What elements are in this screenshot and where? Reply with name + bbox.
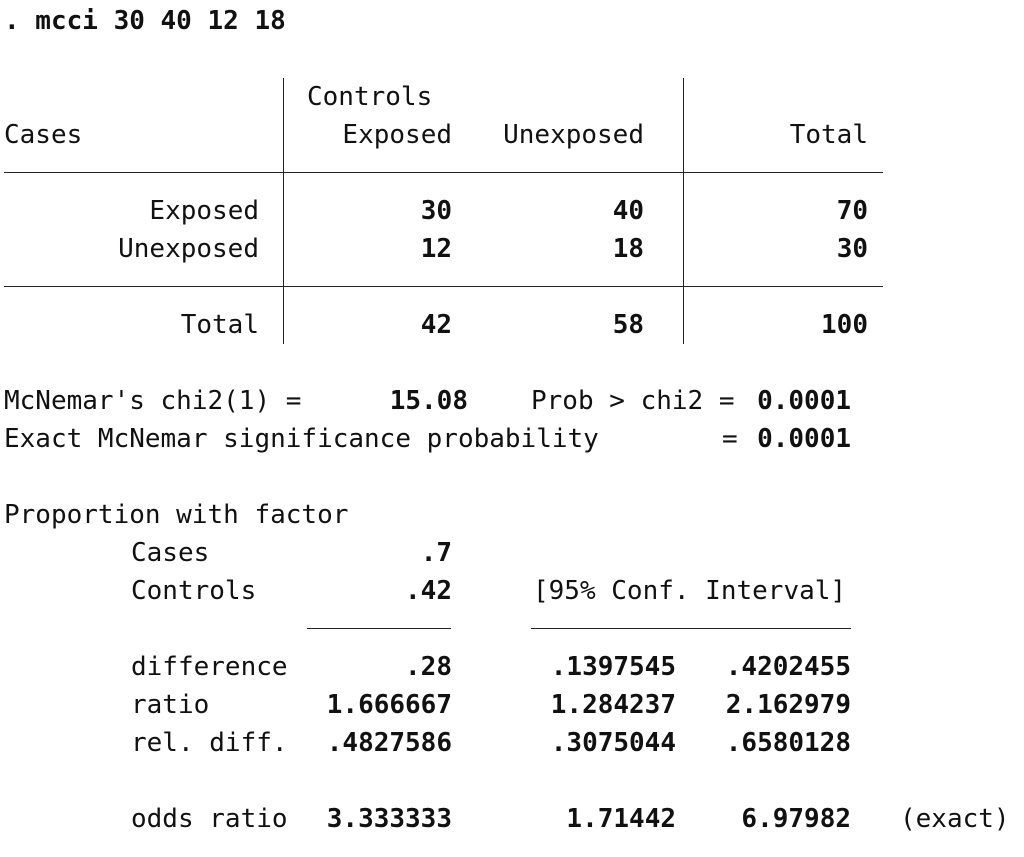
rel-diff-value: .4827586: [326, 728, 452, 758]
cell-unexposed-exposed: 12: [420, 234, 452, 264]
odds-ratio-upper: 6.97982: [741, 804, 851, 834]
row-unexposed-label: Unexposed: [118, 234, 259, 264]
row-total-label: Total: [180, 310, 259, 340]
table-header-rule: [4, 172, 883, 173]
col-total-header: Total: [789, 120, 868, 150]
ratio-upper: 2.162979: [725, 690, 851, 720]
cases-header: Cases: [4, 120, 83, 150]
mcnemar-prob-value: 0.0001: [757, 386, 851, 416]
cell-unexposed-unexposed: 18: [612, 234, 644, 264]
difference-label: difference: [131, 652, 288, 682]
mcnemar-prob-label: Prob > chi2 =: [531, 386, 735, 416]
difference-lower: .1397545: [550, 652, 676, 682]
cell-exposed-total: 70: [836, 196, 868, 226]
col-unexposed-header: Unexposed: [503, 120, 644, 150]
odds-ratio-label: odds ratio: [131, 804, 288, 834]
mcnemar-chi2-value: 15.08: [389, 386, 468, 416]
command-line: . mcci 30 40 12 18: [4, 6, 286, 36]
mcnemar-chi2-label: McNemar's chi2(1) =: [4, 386, 302, 416]
cell-exposed-exposed: 30: [420, 196, 452, 226]
proportion-controls-label: Controls: [131, 576, 257, 606]
table-total-rule: [4, 286, 883, 287]
controls-header: Controls: [307, 82, 433, 112]
odds-ratio-value: 3.333333: [326, 804, 452, 834]
proportion-controls-value: .42: [405, 576, 452, 606]
mcnemar-exact-label: Exact McNemar significance probability: [4, 424, 599, 454]
cell-unexposed-total: 30: [836, 234, 868, 264]
rel-diff-lower: .3075044: [550, 728, 676, 758]
odds-ratio-lower: 1.71442: [566, 804, 676, 834]
ratio-label: ratio: [131, 690, 210, 720]
ci-rule: [531, 628, 851, 629]
ratio-lower: 1.284237: [550, 690, 676, 720]
proportion-heading: Proportion with factor: [4, 500, 349, 530]
cell-total-total: 100: [821, 310, 868, 340]
mcnemar-exact-value: 0.0001: [757, 424, 851, 454]
difference-upper: .4202455: [725, 652, 851, 682]
table-divider-right: [683, 78, 684, 344]
mcnemar-exact-eq: =: [722, 424, 738, 454]
rel-diff-label: rel. diff.: [131, 728, 288, 758]
cell-total-unexposed: 58: [612, 310, 644, 340]
proportion-cases-label: Cases: [131, 538, 210, 568]
rel-diff-upper: .6580128: [725, 728, 851, 758]
cell-total-exposed: 42: [420, 310, 452, 340]
row-exposed-label: Exposed: [149, 196, 259, 226]
col-exposed-header: Exposed: [342, 120, 452, 150]
estimate-rule: [307, 628, 451, 629]
ratio-value: 1.666667: [326, 690, 452, 720]
proportion-cases-value: .7: [420, 538, 452, 568]
cell-exposed-unexposed: 40: [612, 196, 644, 226]
odds-ratio-exact-note: (exact): [900, 804, 1010, 834]
difference-value: .28: [405, 652, 452, 682]
table-divider-left: [283, 78, 284, 344]
confidence-interval-header: [95% Conf. Interval]: [533, 576, 847, 606]
